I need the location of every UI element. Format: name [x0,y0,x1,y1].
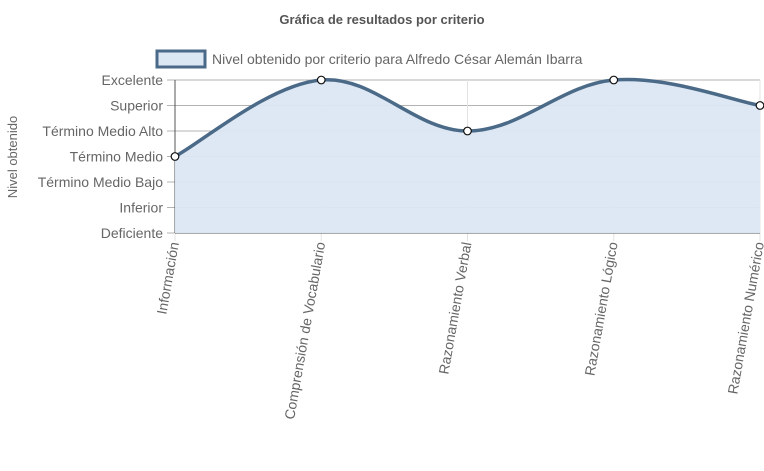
x-tick-label: Razonamiento Numérico [724,241,764,396]
y-tick-label: Término Medio Bajo [38,174,163,190]
y-tick-label: Término Medio Alto [42,123,163,139]
y-tick-label: Deficiente [101,225,163,241]
data-point[interactable] [609,75,619,85]
legend-label: Nivel obtenido por criterio para Alfredo… [212,51,583,67]
x-tick-label: Información [153,241,181,316]
x-tick-label: Razonamiento Verbal [435,241,474,376]
y-axis-tick-labels: Deficiente Inferior Término Medio Bajo Térm… [38,72,164,241]
data-point[interactable] [170,152,180,161]
data-point[interactable] [755,101,764,110]
x-tick-label: Razonamiento Lógico [581,241,620,377]
x-axis-tick-labels: Información Comprensión de Vocabulario Raz… [153,241,764,421]
series-area [175,79,760,234]
legend-swatch [155,49,207,69]
legend[interactable]: Nivel obtenido por criterio para Alfredo… [155,49,583,69]
series-area-fill [175,79,760,234]
y-tick-label: Inferior [119,200,163,216]
y-tick-label: Excelente [102,72,164,88]
data-point[interactable] [316,75,326,85]
y-tick-label: Término Medio [70,149,164,165]
data-points [170,75,764,161]
chart-title: Gráfica de resultados por criterio [279,12,484,27]
data-point[interactable] [463,126,472,136]
x-tick-label: Comprensión de Vocabulario [281,241,328,421]
y-tick-label: Superior [110,98,163,114]
y-axis-label: Nivel obtenido [5,116,20,198]
